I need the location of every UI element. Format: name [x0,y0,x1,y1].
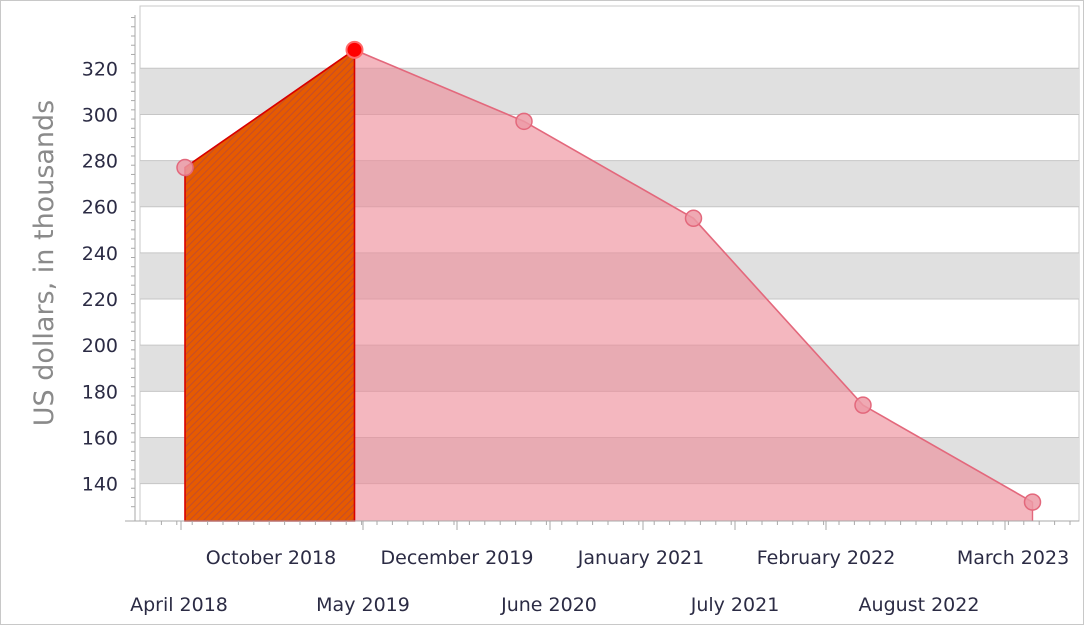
y-tick-label: 160 [82,427,118,449]
y-tick-label: 220 [82,289,118,311]
data-point [684,209,703,228]
axis-labels: 140 160 180 200 220 240 260 280 300 320 US dollars… [29,58,1069,616]
y-tick-label: 180 [82,381,118,403]
y-tick-label: 260 [82,197,118,219]
data-point [176,158,194,177]
y-tick-label: 280 [82,151,118,173]
data-point [515,112,533,131]
x-tick-label: December 2019 [381,547,534,569]
data-point [854,396,872,414]
y-tick-label: 200 [82,335,118,357]
y-tick-label: 140 [82,474,118,496]
x-tick-label: August 2022 [859,594,980,616]
y-tick-label: 300 [82,104,118,126]
highlighted-data-point [345,40,364,59]
x-tick-label: July 2021 [690,594,780,616]
data-point [1023,493,1042,511]
series-area [184,48,1034,522]
x-tick-label: October 2018 [206,547,336,569]
area-fill [185,49,1033,522]
x-tick-label: May 2019 [316,594,410,616]
x-tick-label: June 2020 [500,594,597,616]
axes [125,15,1079,530]
y-tick-label: 320 [82,58,118,80]
x-tick-label: January 2021 [577,547,704,569]
y-axis-title: US dollars, in thousands [29,100,60,426]
x-tick-label: March 2023 [957,547,1069,569]
y-tick-label: 240 [82,243,118,265]
x-tick-label: February 2022 [757,547,896,569]
x-tick-label: April 2018 [130,594,228,616]
series-markers [176,40,1042,511]
